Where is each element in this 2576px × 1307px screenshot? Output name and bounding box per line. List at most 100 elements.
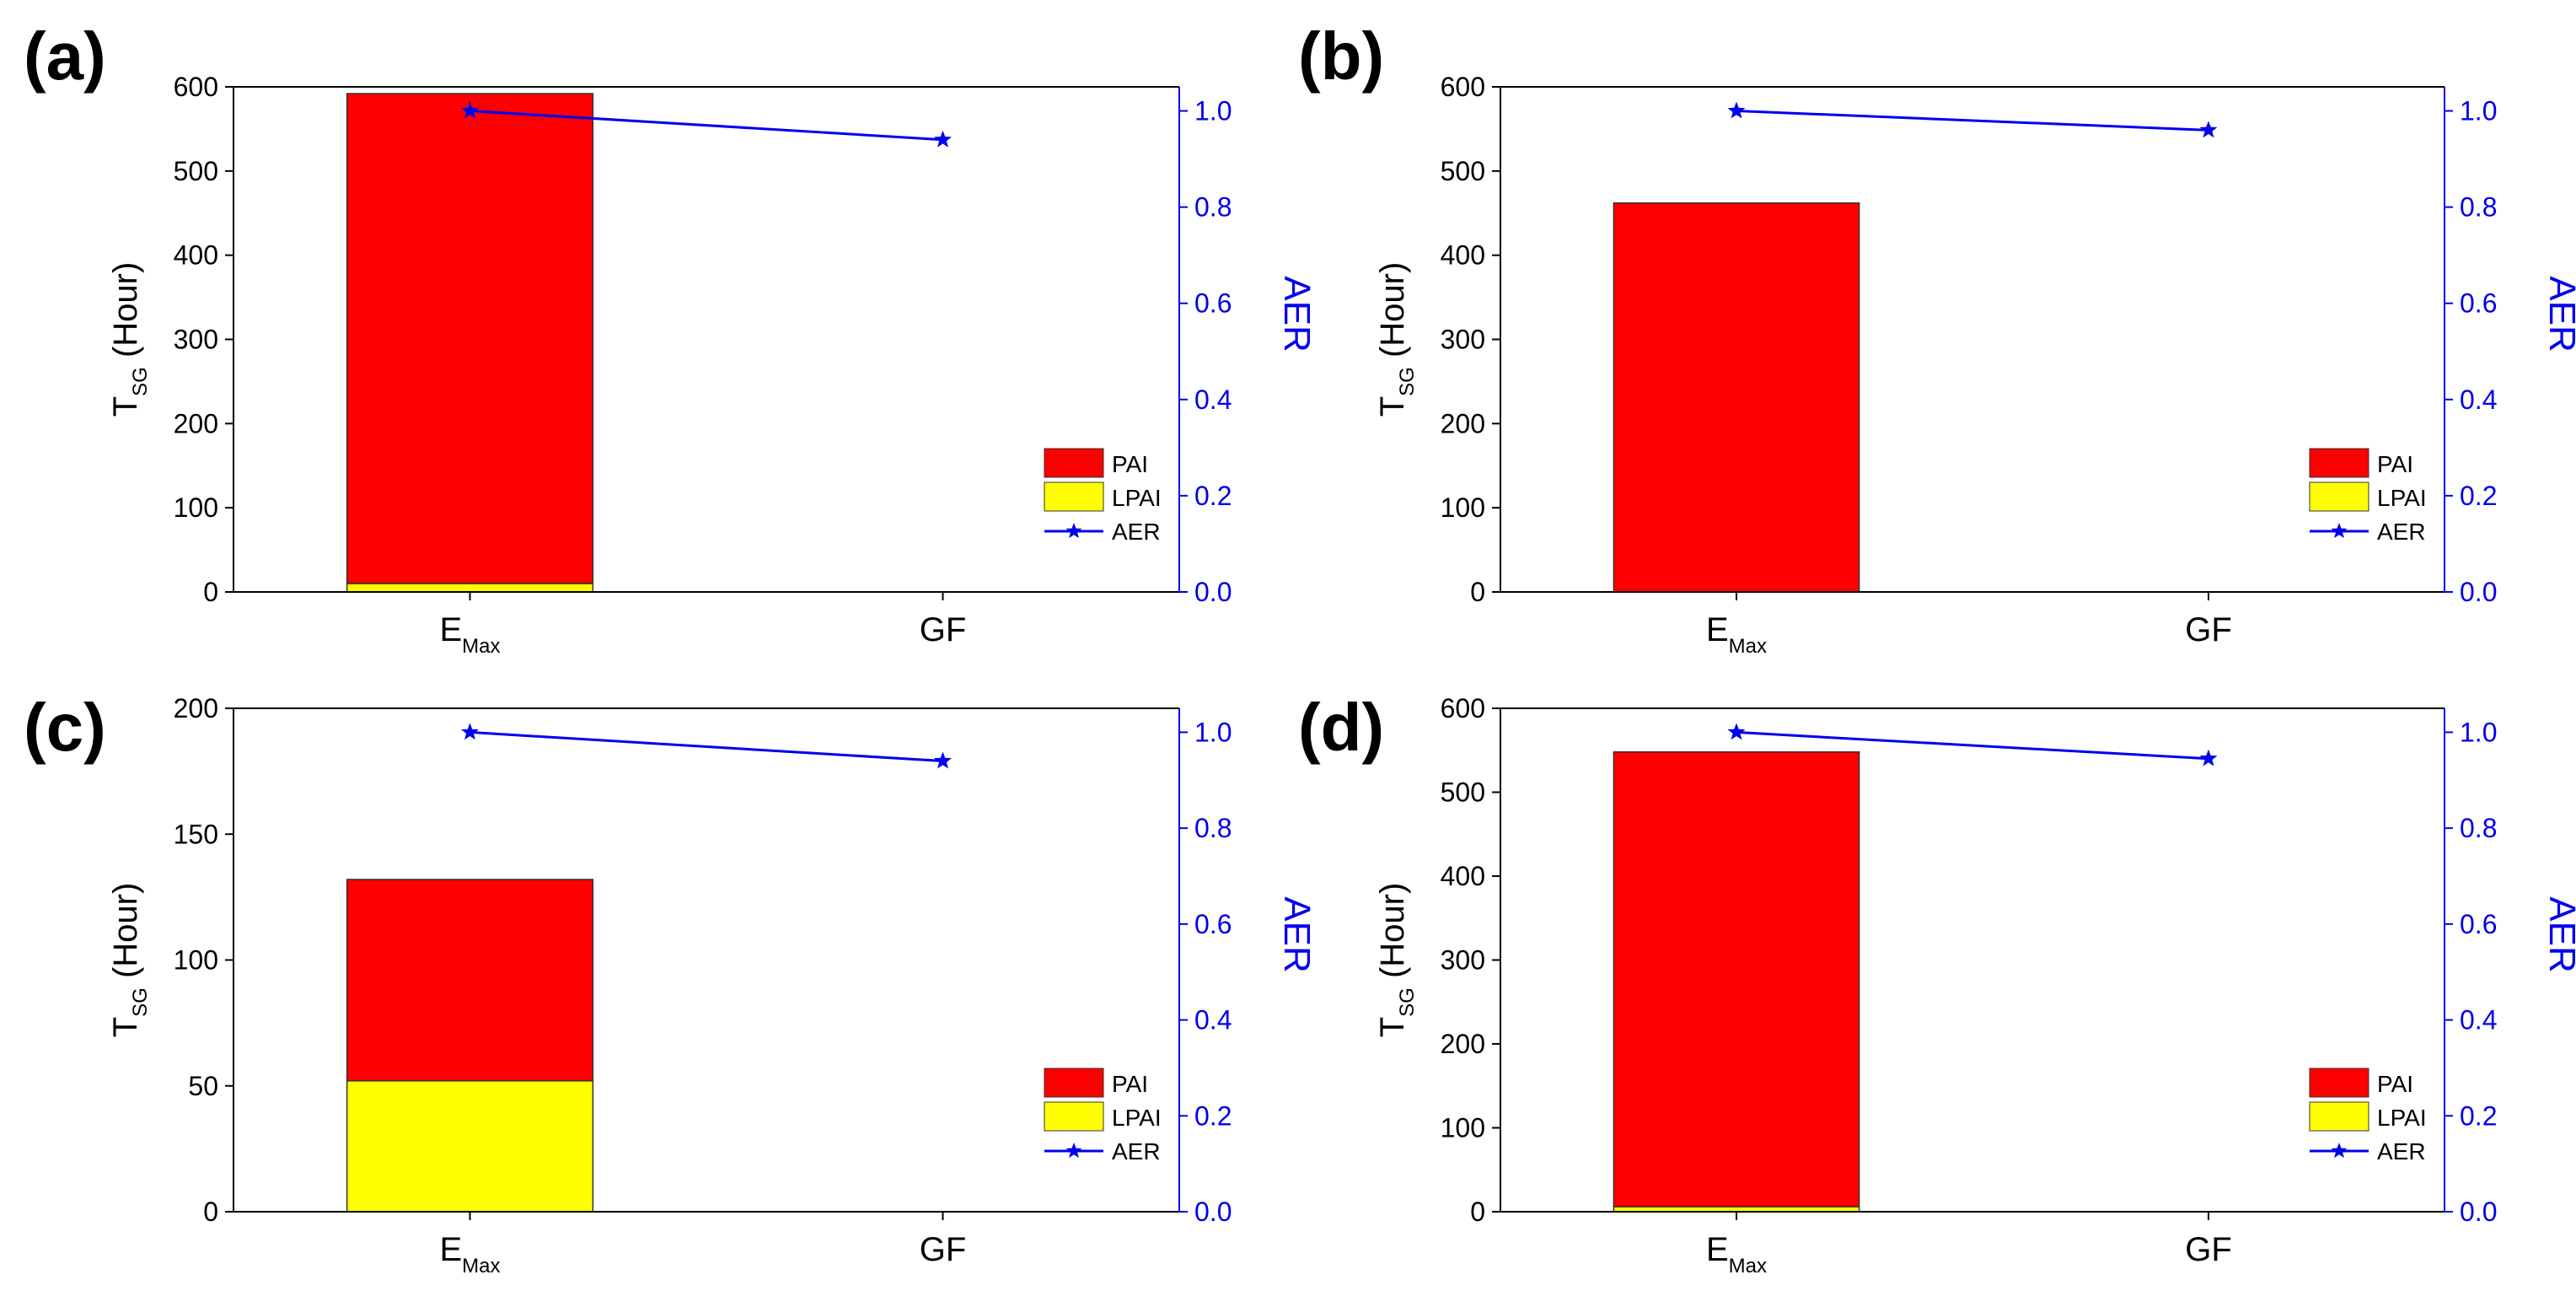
aer-point <box>461 723 479 740</box>
aer-point <box>2199 749 2218 766</box>
y-tick-label: 100 <box>174 492 218 523</box>
legend-swatch-pai <box>2309 448 2369 478</box>
x-tick-label: EMax <box>439 611 500 658</box>
aer-point <box>1727 723 1746 740</box>
y-tick-label: 200 <box>1441 408 1485 438</box>
y2-tick-label: 0.4 <box>1194 385 1232 415</box>
y-tick-label: 500 <box>1441 156 1485 186</box>
y2-tick-label: 0.4 <box>2460 385 2497 415</box>
x-tick-label: GF <box>920 1231 967 1268</box>
y-tick-label: 400 <box>174 240 218 271</box>
y2-tick-label: 0.2 <box>1194 481 1232 511</box>
y2-tick-label: 0.6 <box>1194 288 1232 319</box>
legend-swatch-lpai <box>1044 481 1104 512</box>
y2-axis-title: AER <box>1276 276 1318 352</box>
legend-swatch-lpai <box>2309 481 2369 512</box>
panel-1: (a) 0 100 200 300 400 500 600 0.0 0.2 0.4 0.6 0.8 1.0… <box>24 19 1318 658</box>
legend-swatch-pai <box>2309 1068 2369 1098</box>
y2-tick-label: 0.0 <box>2460 577 2497 607</box>
y2-tick-label: 1.0 <box>2460 717 2497 747</box>
y-tick-label: 200 <box>174 408 218 438</box>
y-tick-label: 200 <box>1441 1029 1485 1059</box>
y2-tick-label: 0.8 <box>1194 192 1232 223</box>
panel-label: (c) <box>24 690 106 765</box>
legend-label-aer: AER <box>2377 1138 2426 1164</box>
legend-marker-aer <box>2331 1143 2348 1159</box>
x-tick-label: EMax <box>439 1231 500 1277</box>
x-tick-label: GF <box>2185 1231 2232 1268</box>
y2-axis-title: AER <box>1276 896 1318 972</box>
aer-line <box>1736 730 2209 761</box>
aer-point <box>2199 121 2218 138</box>
y-tick-label: 500 <box>1441 777 1485 808</box>
panel-label: (a) <box>24 19 106 94</box>
aer-line <box>470 110 943 142</box>
aer-line <box>470 730 943 763</box>
y-tick-label: 0 <box>1470 1197 1485 1227</box>
y2-tick-label: 0.0 <box>2460 1197 2497 1227</box>
y2-axis-title: AER <box>2541 896 2576 972</box>
y-tick-label: 600 <box>1441 693 1485 723</box>
y2-tick-label: 0.6 <box>2460 288 2497 319</box>
x-tick-label: GF <box>2185 611 2232 648</box>
y2-tick-label: 0.2 <box>2460 481 2497 511</box>
y2-tick-label: 1.0 <box>1194 717 1232 747</box>
bar-lpai <box>346 583 594 593</box>
y2-tick-label: 1.0 <box>1194 96 1232 126</box>
y-axis-title: TSG (Hour) <box>107 262 152 417</box>
y2-tick-label: 0.2 <box>2460 1100 2497 1131</box>
legend-swatch-lpai <box>1044 1101 1104 1132</box>
legend-label-aer: AER <box>1112 1138 1161 1164</box>
bar-pai <box>1613 750 1860 1207</box>
legend-swatch-pai <box>1044 1068 1104 1098</box>
y-tick-label: 100 <box>1441 1113 1485 1143</box>
y2-tick-label: 0.0 <box>1194 1197 1232 1227</box>
y-tick-label: 0 <box>203 577 218 607</box>
y2-tick-label: 0.8 <box>1194 813 1232 843</box>
aer-point <box>461 101 479 119</box>
y-tick-label: 50 <box>188 1071 218 1101</box>
y2-tick-label: 1.0 <box>2460 96 2497 126</box>
y-axis-title: TSG (Hour) <box>1374 262 1419 417</box>
y-axis-title: TSG (Hour) <box>1374 883 1419 1038</box>
legend-swatch-pai <box>1044 448 1104 478</box>
aer-line <box>1736 110 2209 132</box>
legend-label-aer: AER <box>1112 519 1161 545</box>
bar-lpai <box>346 1080 594 1213</box>
aer-point <box>934 751 952 769</box>
y-tick-label: 400 <box>1441 861 1485 891</box>
y2-tick-label: 0.8 <box>2460 813 2497 843</box>
legend-label-lpai: LPAI <box>2377 1105 2427 1131</box>
bar-pai <box>346 93 594 584</box>
legend-label-pai: PAI <box>1112 1071 1148 1097</box>
y-tick-label: 600 <box>174 72 218 102</box>
aer-point <box>1727 101 1746 119</box>
legend-marker-aer <box>2331 523 2348 539</box>
legend-marker-aer <box>1065 523 1082 539</box>
y-tick-label: 300 <box>174 325 218 355</box>
y2-tick-label: 0.4 <box>2460 1005 2497 1035</box>
x-tick-label: EMax <box>1706 1231 1767 1277</box>
y-tick-label: 500 <box>174 156 218 186</box>
panel-label: (d) <box>1298 690 1384 765</box>
y-tick-label: 300 <box>1441 325 1485 355</box>
y-axis-title: TSG (Hour) <box>107 883 152 1038</box>
legend-label-lpai: LPAI <box>2377 485 2427 511</box>
panel-3: (c) 0 50 100 150 200 0.0 0.2 0.4 0.6 0.8 1.0 EMax GF T… <box>24 690 1318 1277</box>
legend-label-lpai: LPAI <box>1112 485 1162 511</box>
y-tick-label: 100 <box>174 945 218 976</box>
y-tick-label: 200 <box>174 693 218 723</box>
y2-tick-label: 0.6 <box>1194 909 1232 939</box>
x-tick-label: EMax <box>1706 611 1767 658</box>
y2-axis-title: AER <box>2541 276 2576 352</box>
y-tick-label: 100 <box>1441 492 1485 523</box>
panel-2: (b) 0 100 200 300 400 500 600 0.0 0.2 0.4 0.6 0.8 1.0… <box>1298 19 2576 658</box>
y-tick-label: 0 <box>1470 577 1485 607</box>
y2-tick-label: 0.0 <box>1194 577 1232 607</box>
y-tick-label: 150 <box>174 819 218 849</box>
y2-tick-label: 0.8 <box>2460 192 2497 223</box>
legend-label-pai: PAI <box>1112 451 1148 477</box>
bar-pai <box>1613 202 1860 593</box>
y2-tick-label: 0.6 <box>2460 909 2497 939</box>
